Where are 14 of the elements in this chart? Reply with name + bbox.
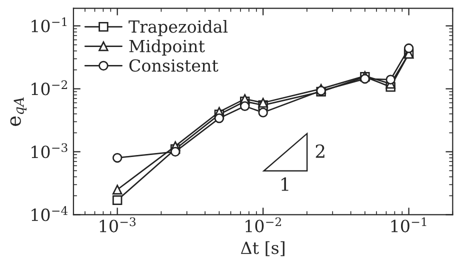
- y-axis-title: e$_{qA}$: [10, 97, 27, 126]
- y-tick-label: 10$^{−4}$: [32, 206, 68, 222]
- y-tick-label: 10$^{−2}$: [32, 80, 68, 96]
- x-tick-label: 10$^{−1}$: [391, 217, 426, 232]
- x-tick-label: 10$^{−2}$: [246, 217, 281, 232]
- x-tick-label: 10$^{−3}$: [100, 217, 136, 232]
- annotation: 2: [316, 144, 324, 158]
- legend-label: Trapezoidal: [128, 20, 228, 36]
- y-tick-label: 10$^{−1}$: [32, 17, 67, 32]
- legend-label: Consistent: [129, 59, 218, 72]
- y-tick-label: 10$^{−3}$: [32, 143, 68, 158]
- annotation: 1: [282, 177, 288, 191]
- legend-label: Midpoint: [129, 39, 205, 56]
- x-axis-title: Δt [s]: [240, 241, 284, 256]
